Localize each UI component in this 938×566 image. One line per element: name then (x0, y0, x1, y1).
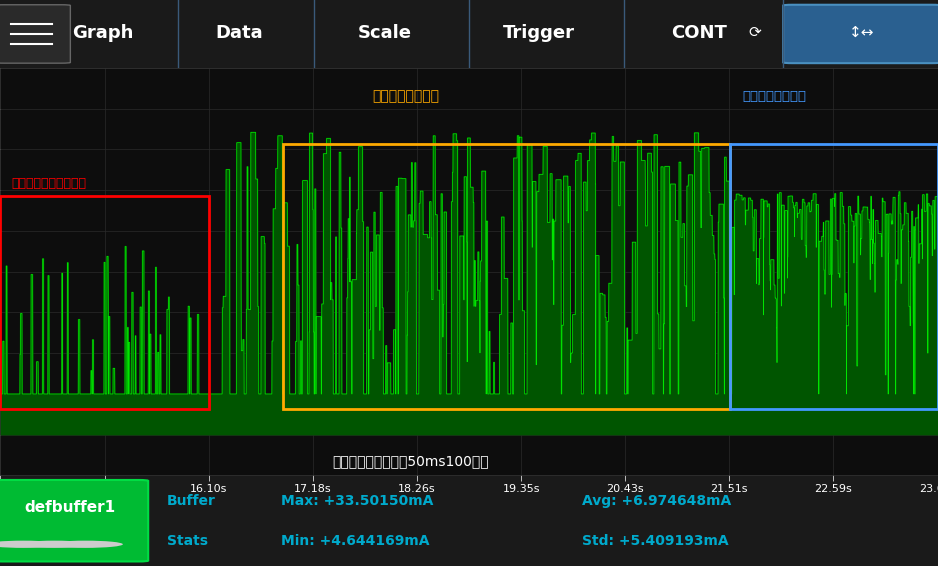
Text: CONT: CONT (671, 24, 727, 42)
Circle shape (0, 541, 61, 548)
Text: 串口到蓝牙端透传: 串口到蓝牙端透传 (372, 89, 439, 104)
Bar (283, 144, 730, 409)
FancyBboxPatch shape (0, 480, 148, 561)
Text: 已连接主机未进行透传: 已连接主机未进行透传 (11, 177, 86, 190)
Bar (730, 144, 938, 409)
Text: 串口蓝牙双向透传: 串口蓝牙双向透传 (743, 91, 807, 104)
Text: 以上透传数据量均为50ms100字节: 以上透传数据量均为50ms100字节 (332, 454, 489, 468)
Text: Max: +33.50150mA: Max: +33.50150mA (281, 494, 433, 508)
Bar (0, 196, 209, 409)
Text: Data: Data (216, 24, 263, 42)
Circle shape (17, 541, 92, 548)
Text: ⟳: ⟳ (749, 25, 762, 40)
FancyBboxPatch shape (783, 5, 938, 63)
Text: Trigger: Trigger (504, 24, 575, 42)
Text: Stats: Stats (167, 534, 208, 548)
Text: Avg: +6.974648mA: Avg: +6.974648mA (582, 494, 731, 508)
Text: ↕↔: ↕↔ (849, 25, 875, 40)
Text: Graph: Graph (72, 24, 133, 42)
Text: Min: +4.644169mA: Min: +4.644169mA (281, 534, 430, 548)
Text: Scale: Scale (357, 24, 412, 42)
Text: Buffer: Buffer (167, 494, 216, 508)
Circle shape (48, 541, 123, 548)
FancyBboxPatch shape (0, 5, 70, 63)
Text: defbuffer1: defbuffer1 (24, 500, 116, 514)
Text: Std: +5.409193mA: Std: +5.409193mA (582, 534, 728, 548)
